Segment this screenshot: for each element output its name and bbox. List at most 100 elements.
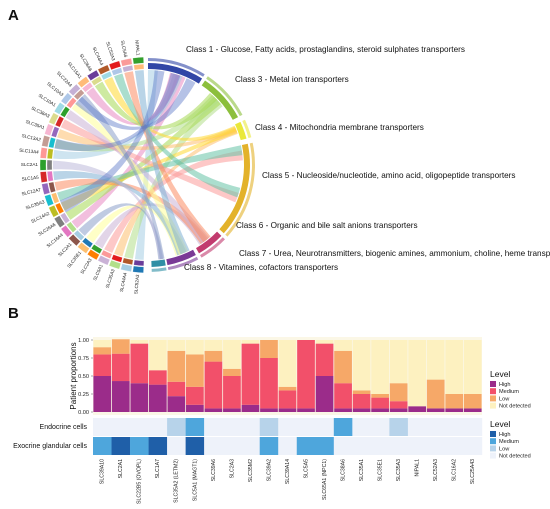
x-tick-label: SLC35E1 — [377, 459, 383, 481]
gene-arc — [81, 82, 94, 93]
chord-ribbon — [60, 119, 239, 203]
gene-arc-outer — [44, 123, 54, 136]
chord-ribbon — [86, 72, 180, 126]
bar-segment — [148, 340, 167, 371]
heatmap-cell — [111, 437, 131, 455]
bar-segment — [371, 408, 389, 412]
heatmap-cell — [167, 418, 186, 436]
heatmap-cell — [148, 437, 168, 455]
gene-arc-outer — [97, 255, 111, 266]
bar-segment — [352, 394, 371, 409]
bar-segment — [426, 408, 445, 412]
bar-segment — [111, 381, 130, 412]
heatmap-cell — [407, 418, 427, 436]
class-arc — [166, 249, 196, 266]
chord-ribbon — [54, 178, 209, 245]
bar-segment — [278, 386, 297, 391]
gene-arc — [100, 71, 113, 81]
bar-segment — [111, 353, 130, 382]
x-tick-label: NIPAL1 — [415, 459, 421, 477]
gene-label: SLC44A4 — [119, 272, 128, 293]
gene-arc — [133, 259, 145, 267]
x-tick-label: SLC35A2 (LETM2) — [174, 459, 180, 503]
patient-legend-swatch — [490, 395, 496, 402]
class-label: Class 4 - Mitochondria membrane transpor… — [255, 123, 424, 132]
heatmap-cell — [296, 437, 316, 455]
heatmap-cell — [204, 437, 223, 455]
bar-segment — [315, 376, 334, 412]
chord-ribbon — [59, 70, 165, 213]
patient-legend-label: Low — [499, 396, 510, 402]
class-arc-outer — [148, 58, 205, 77]
heatmap-cell — [204, 418, 223, 436]
y-tick-label: 0.25 — [78, 392, 89, 398]
bar-segment — [352, 408, 371, 412]
bar-segment — [278, 340, 297, 387]
bar-segment — [204, 361, 223, 409]
gene-arc — [48, 137, 56, 149]
gene-arc-outer — [40, 147, 48, 159]
heatmap-cell — [426, 437, 446, 455]
bar-segment — [130, 340, 149, 344]
bar-segment — [408, 340, 427, 407]
heatmap-row-label: Exocrine glandular cells — [13, 443, 87, 450]
bar-segment — [167, 381, 186, 397]
gene-label: SLC35E1 — [66, 250, 82, 269]
heatmap-cell — [352, 437, 372, 455]
class-arc-outer — [151, 267, 167, 272]
gene-arc-outer — [77, 76, 90, 88]
bar-segment — [334, 350, 352, 384]
gene-label: SLC12A7 — [21, 187, 42, 196]
gene-label: SLC5A6 — [120, 40, 128, 58]
bar-segment — [148, 384, 167, 412]
x-tick-label: SLC39A6 — [211, 459, 217, 481]
class-arc-outer — [167, 256, 199, 271]
gene-label: SLC2A1 — [21, 162, 39, 167]
x-tick-label: SLC39A10 — [100, 459, 106, 484]
heatmap-cell — [185, 418, 205, 436]
gene-arc-outer — [68, 83, 81, 96]
bar-segment — [389, 408, 408, 412]
gene-arc — [73, 89, 85, 101]
class-arc — [235, 121, 247, 141]
chord-class-labels: Class 1 - Glucose, Fatty acids, prostagl… — [184, 45, 550, 272]
heatmap-cell — [389, 418, 409, 436]
gene-arc-outer — [97, 64, 111, 75]
gene-arc — [46, 159, 53, 171]
gene-arc — [47, 148, 54, 160]
cell-legend-label: Not detected — [499, 454, 531, 460]
bar-segment — [93, 347, 112, 355]
cell-legend-swatch — [490, 438, 496, 445]
heatmap-cell — [241, 418, 260, 436]
bar-segment — [352, 340, 371, 391]
gene-arc-outer — [40, 171, 48, 183]
x-tick-label: SLC2A1 — [118, 459, 124, 478]
heatmap-cell — [185, 437, 205, 455]
x-tick-label: SLC2A3 — [229, 459, 235, 478]
chord-ribbon — [54, 94, 220, 152]
panel-letter-a: A — [8, 7, 19, 24]
gene-arc-outer — [54, 102, 66, 115]
gene-label: SLC10A3 — [46, 81, 65, 98]
bar-segment — [93, 376, 112, 412]
heatmap-cell — [444, 437, 464, 455]
bar-segment — [334, 408, 352, 412]
class-label: Class 8 - Vitamines, cofactors transport… — [184, 263, 338, 272]
bar-segment — [204, 340, 223, 351]
class-arc-outer — [225, 142, 255, 237]
class-arc — [196, 231, 222, 254]
bar-segment — [223, 340, 241, 369]
gene-label: SLC35A3 — [105, 268, 116, 289]
gene-arc-outer — [120, 58, 133, 67]
y-tick-label: 0.50 — [78, 374, 89, 380]
bar-segment — [278, 408, 297, 412]
heatmap-cell — [370, 418, 390, 436]
patient-legend-swatch — [490, 388, 496, 395]
bar-segment — [130, 343, 149, 384]
class-arc — [219, 143, 251, 234]
heatmap-cell — [278, 437, 297, 455]
class-label: Class 3 - Metal ion transporters — [235, 75, 349, 84]
gene-arc — [133, 63, 145, 71]
bar-segment — [130, 383, 149, 412]
